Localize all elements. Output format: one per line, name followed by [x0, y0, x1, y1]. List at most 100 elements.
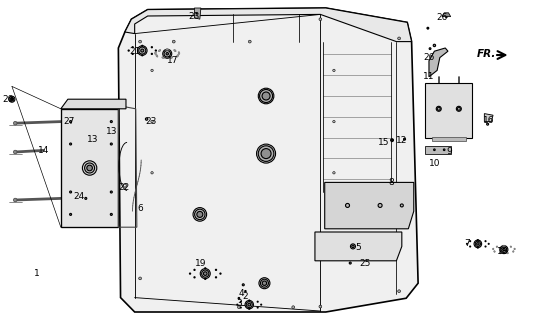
- Circle shape: [350, 244, 356, 249]
- Circle shape: [319, 18, 322, 20]
- Circle shape: [245, 291, 246, 292]
- Ellipse shape: [156, 54, 158, 57]
- Polygon shape: [194, 8, 201, 19]
- Text: 11: 11: [423, 72, 435, 81]
- Ellipse shape: [500, 252, 501, 254]
- Circle shape: [70, 143, 72, 145]
- Text: 22: 22: [118, 183, 129, 192]
- Circle shape: [151, 120, 153, 123]
- Ellipse shape: [170, 57, 173, 59]
- Circle shape: [139, 47, 146, 54]
- Circle shape: [261, 304, 262, 305]
- Circle shape: [151, 69, 153, 72]
- Circle shape: [204, 272, 207, 276]
- Circle shape: [345, 204, 350, 207]
- Text: 1: 1: [34, 269, 40, 278]
- Circle shape: [242, 284, 244, 286]
- Circle shape: [257, 144, 275, 163]
- Ellipse shape: [503, 245, 505, 246]
- Circle shape: [378, 204, 382, 207]
- Circle shape: [427, 28, 428, 29]
- Circle shape: [457, 107, 460, 110]
- Circle shape: [9, 96, 15, 102]
- Circle shape: [201, 270, 209, 277]
- Ellipse shape: [155, 52, 156, 54]
- Circle shape: [110, 143, 112, 145]
- Circle shape: [249, 308, 250, 309]
- Circle shape: [166, 52, 168, 55]
- Text: 5: 5: [356, 244, 361, 252]
- Circle shape: [216, 269, 217, 270]
- Ellipse shape: [494, 251, 495, 252]
- Circle shape: [132, 47, 133, 48]
- Circle shape: [151, 47, 153, 48]
- Circle shape: [172, 40, 175, 43]
- Circle shape: [163, 49, 172, 58]
- Polygon shape: [61, 99, 126, 109]
- Circle shape: [434, 149, 435, 151]
- Circle shape: [142, 45, 143, 46]
- Circle shape: [70, 191, 72, 193]
- Circle shape: [292, 306, 295, 308]
- Circle shape: [470, 241, 471, 242]
- Circle shape: [503, 248, 505, 251]
- Circle shape: [466, 243, 468, 244]
- Circle shape: [146, 118, 148, 120]
- Circle shape: [477, 247, 478, 248]
- Circle shape: [14, 121, 17, 125]
- Circle shape: [132, 53, 133, 54]
- Circle shape: [259, 278, 270, 289]
- Polygon shape: [484, 114, 493, 122]
- Circle shape: [444, 149, 445, 151]
- Ellipse shape: [162, 57, 165, 59]
- Circle shape: [137, 46, 147, 55]
- Circle shape: [70, 213, 72, 215]
- Circle shape: [238, 298, 239, 299]
- Circle shape: [194, 277, 195, 278]
- Circle shape: [138, 277, 142, 280]
- Text: 7: 7: [464, 239, 470, 248]
- Circle shape: [261, 148, 271, 159]
- Ellipse shape: [507, 252, 508, 254]
- Ellipse shape: [159, 50, 161, 52]
- Text: 23: 23: [146, 117, 156, 126]
- Circle shape: [110, 213, 112, 215]
- Circle shape: [258, 88, 274, 104]
- Circle shape: [333, 69, 335, 72]
- Circle shape: [85, 163, 94, 173]
- Circle shape: [397, 37, 401, 40]
- Circle shape: [164, 51, 171, 57]
- Circle shape: [220, 273, 221, 274]
- Circle shape: [110, 191, 112, 193]
- Circle shape: [87, 165, 92, 171]
- Polygon shape: [61, 109, 118, 227]
- Text: 14: 14: [38, 146, 49, 155]
- Text: FR.: FR.: [477, 49, 496, 60]
- Circle shape: [477, 240, 478, 241]
- Circle shape: [500, 246, 508, 253]
- Circle shape: [205, 278, 206, 279]
- Text: 8: 8: [388, 178, 394, 187]
- Circle shape: [110, 121, 112, 123]
- Circle shape: [485, 241, 486, 242]
- Circle shape: [390, 139, 394, 141]
- Circle shape: [475, 241, 481, 246]
- Circle shape: [248, 40, 251, 43]
- Text: 6: 6: [137, 204, 143, 212]
- Text: 12: 12: [396, 136, 407, 145]
- Circle shape: [155, 50, 156, 51]
- Circle shape: [249, 300, 250, 301]
- Circle shape: [427, 27, 429, 29]
- Ellipse shape: [178, 52, 180, 54]
- Circle shape: [488, 243, 489, 244]
- Circle shape: [190, 273, 191, 274]
- Text: 21: 21: [129, 47, 140, 56]
- Ellipse shape: [513, 251, 514, 252]
- Circle shape: [333, 120, 335, 123]
- Circle shape: [83, 161, 97, 175]
- Text: 20: 20: [3, 95, 14, 104]
- Polygon shape: [118, 8, 418, 312]
- Circle shape: [261, 279, 268, 287]
- Circle shape: [151, 172, 153, 174]
- Text: 26: 26: [424, 53, 434, 62]
